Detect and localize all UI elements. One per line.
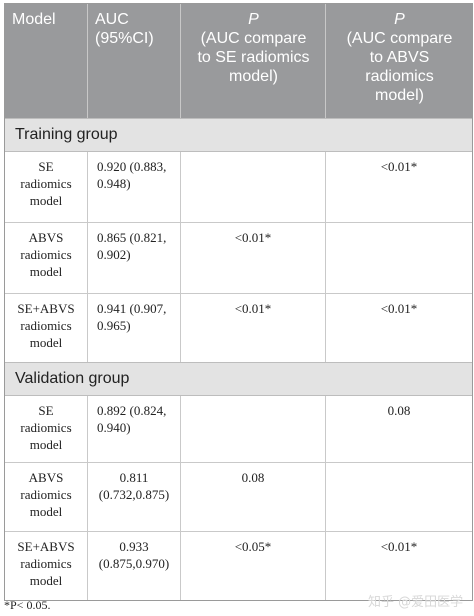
p-abvs-cell: <0.01*: [380, 301, 418, 316]
p-abvs-cell: 0.08: [387, 403, 411, 418]
header-p-se: P (AUC compare to SE radiomics model): [181, 4, 326, 118]
p-se-cell: <0.01*: [181, 294, 326, 362]
table-row: SE+ABVS radiomics model 0.933 (0.875,0.97…: [5, 531, 472, 600]
model-cell: ABVS radiomics model: [5, 223, 88, 293]
p-abvs-cell: [326, 463, 472, 531]
footnote: *P< 0.05.: [4, 598, 51, 612]
model-cell: SE radiomics model: [5, 396, 88, 462]
model-cell: ABVS radiomics model: [5, 463, 88, 531]
header-model: Model: [5, 4, 88, 118]
header-p-se-symbol: P: [248, 11, 259, 28]
model-cell: SE+ABVS radiomics model: [5, 294, 88, 362]
p-se-cell: <0.01*: [181, 223, 326, 293]
header-auc: AUC (95%CI): [88, 4, 181, 118]
group-title: Training group: [5, 118, 472, 152]
results-table: Model AUC (95%CI) P (AUC compare to SE r…: [4, 3, 473, 601]
auc-cell: 0.933 (0.875,0.970): [88, 532, 181, 600]
model-cell: SE+ABVS radiomics model: [5, 532, 88, 600]
table-row: SE radiomics model 0.892 (0.824, 0.940) 0.…: [5, 396, 472, 462]
auc-cell: 0.811 (0.732,0.875): [88, 463, 181, 531]
table-row: ABVS radiomics model 0.811 (0.732,0.875) 0…: [5, 462, 472, 531]
p-se-cell: [181, 396, 326, 462]
watermark: 知乎 @爱田医学: [368, 595, 464, 610]
model-cell: SE radiomics model: [5, 152, 88, 222]
table-row: SE radiomics model 0.920 (0.883, 0.948) <0…: [5, 152, 472, 222]
auc-cell: 0.892 (0.824, 0.940): [88, 396, 181, 462]
table-header: Model AUC (95%CI) P (AUC compare to SE r…: [5, 4, 472, 118]
p-abvs-cell: <0.01*: [380, 159, 418, 174]
p-se-cell: 0.08: [181, 463, 326, 531]
table-row: ABVS radiomics model 0.865 (0.821, 0.902)…: [5, 222, 472, 293]
group-title: Validation group: [5, 362, 472, 396]
header-p-abvs-symbol: P: [394, 11, 405, 28]
auc-cell: 0.920 (0.883, 0.948): [88, 152, 181, 222]
header-p-abvs: P (AUC compare to ABVS radiomics model): [326, 4, 472, 118]
p-se-cell: <0.05*: [181, 532, 326, 600]
header-p-se-text: (AUC compare to SE radiomics model): [197, 30, 310, 85]
header-p-abvs-text: (AUC compare to ABVS radiomics model): [346, 30, 453, 104]
p-abvs-cell: <0.01*: [380, 539, 418, 554]
table-row: SE+ABVS radiomics model 0.941 (0.907, 0.9…: [5, 293, 472, 362]
p-se-cell: [181, 152, 326, 222]
auc-cell: 0.941 (0.907, 0.965): [88, 294, 181, 362]
p-abvs-cell: [326, 223, 472, 293]
auc-cell: 0.865 (0.821, 0.902): [88, 223, 181, 293]
table-body: Training group SE radiomics model 0.920 (0…: [5, 118, 472, 600]
